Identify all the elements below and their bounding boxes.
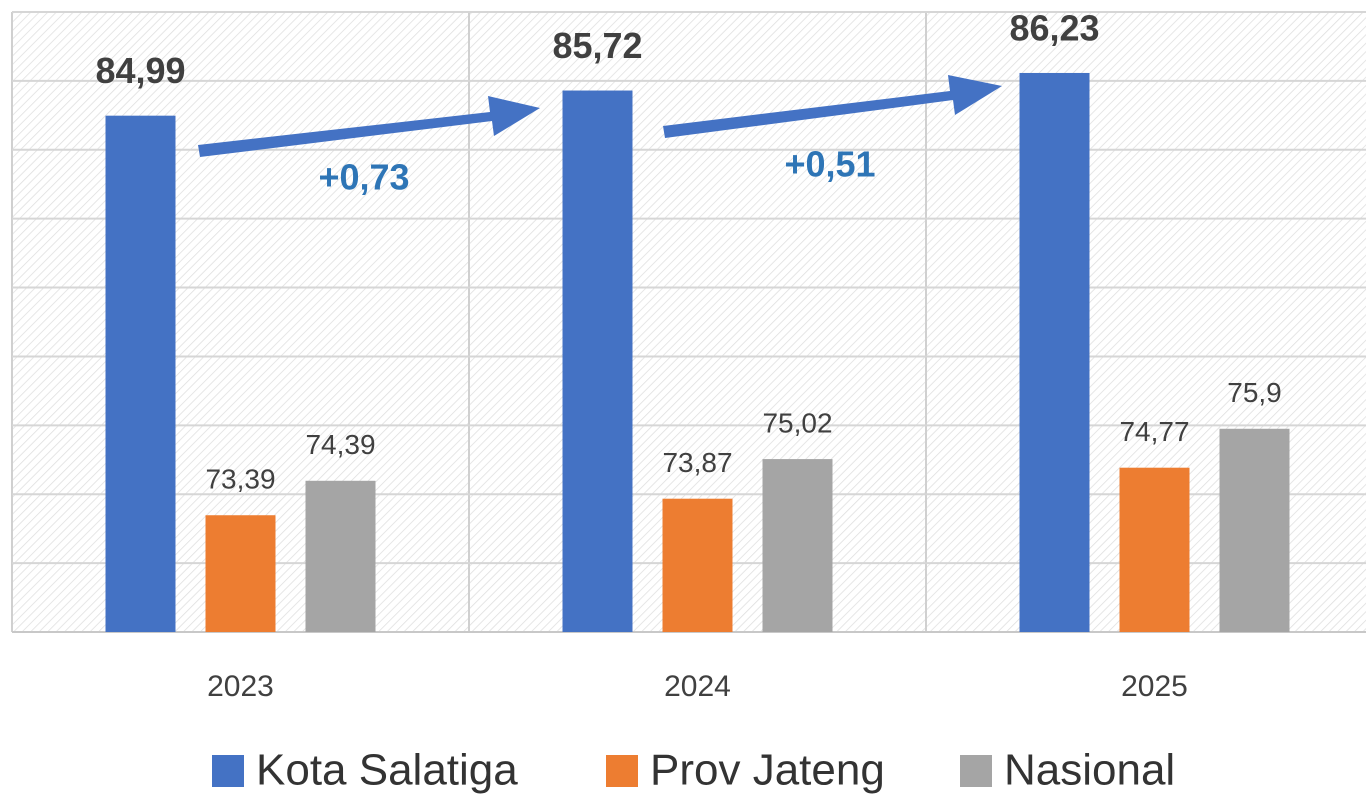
x-tick-label: 2025 <box>1121 670 1188 703</box>
legend-label: Kota Salatiga <box>256 746 518 795</box>
data-label: 75,02 <box>762 407 832 438</box>
annotation: +0,73 <box>318 157 409 198</box>
bar <box>305 480 376 632</box>
legend-swatch <box>212 755 244 787</box>
bar <box>662 498 733 632</box>
annotation: +0,51 <box>784 144 875 185</box>
x-tick-label: 2023 <box>207 670 274 703</box>
bar <box>762 459 833 632</box>
arrow <box>663 75 1002 138</box>
legend-label: Prov Jateng <box>650 746 885 795</box>
bar <box>1119 467 1190 632</box>
data-label: 73,87 <box>662 447 732 478</box>
data-label: 74,77 <box>1119 416 1189 447</box>
bar <box>1219 428 1290 632</box>
data-label: 84,99 <box>95 50 185 91</box>
bar <box>105 115 176 632</box>
data-label: 74,39 <box>305 429 375 460</box>
legend-swatch <box>606 755 638 787</box>
data-label: 86,23 <box>1009 7 1099 48</box>
bar <box>205 515 276 632</box>
data-label: 73,39 <box>205 464 275 495</box>
data-label: 85,72 <box>552 25 642 66</box>
legend-label: Nasional <box>1004 746 1175 795</box>
legend: Kota Salatiga Prov Jateng Nasional <box>212 746 1175 795</box>
bars <box>105 72 1290 633</box>
data-label: 75,9 <box>1227 377 1282 408</box>
bar <box>1019 72 1090 632</box>
legend-swatch <box>960 755 992 787</box>
bar <box>562 90 633 633</box>
arrow <box>198 96 540 157</box>
x-tick-label: 2024 <box>664 670 731 703</box>
arrows <box>198 75 1002 157</box>
